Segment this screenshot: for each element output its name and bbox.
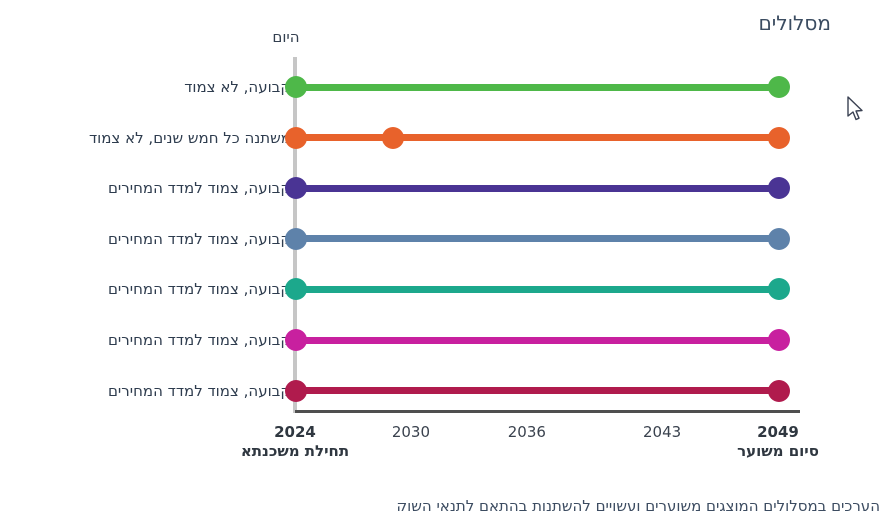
x-tick-label: 2030 [391, 423, 430, 441]
track-marker [285, 177, 307, 200]
x-tick-label: 2024 [274, 423, 316, 441]
track-marker [285, 227, 307, 250]
track-marker [768, 278, 790, 301]
track-label: קבועה, לא צמוד [184, 78, 291, 96]
axis-end-caption: סיום משוער [737, 442, 819, 460]
track-marker [768, 329, 790, 351]
track-marker [768, 227, 790, 250]
track-line [295, 134, 778, 142]
footnote-text: הערכים במסלולים המוצגים משוערים ועשויים … [396, 497, 880, 511]
track-marker [285, 329, 307, 351]
today-label: היום [272, 28, 300, 46]
chart-title: מסלולים [758, 11, 832, 35]
track-label: קבועה, צמוד למדד המחירים [107, 331, 291, 349]
mouse-cursor [847, 96, 863, 121]
track-marker [768, 126, 790, 149]
track-line [295, 184, 778, 192]
axis-start-caption: תחילת משכנתא [240, 442, 350, 460]
track-line [295, 285, 778, 293]
track-label: קבועה, צמוד למדד המחירים [107, 381, 291, 400]
track-label: משתנה כל חמש שנים, לא צמוד [88, 128, 291, 147]
track-label: קבועה, צמוד למדד המחירים [107, 179, 291, 198]
track-line [295, 387, 778, 395]
x-tick-label: 2049 [757, 423, 799, 441]
track-marker [381, 126, 404, 149]
track-label: קבועה, צמוד למדד המחירים [107, 229, 291, 248]
x-tick-label: 2036 [507, 423, 546, 441]
track-marker [285, 278, 307, 301]
track-marker [285, 126, 307, 149]
x-tick-label: 2043 [642, 423, 682, 441]
track-line [295, 235, 778, 243]
track-marker [285, 379, 307, 402]
track-marker [768, 76, 790, 98]
track-line [295, 336, 778, 344]
track-marker [768, 177, 790, 200]
track-marker [768, 379, 790, 402]
track-line [295, 83, 778, 91]
track-marker [285, 76, 307, 98]
x-axis-line [295, 410, 800, 413]
track-label: קבועה, צמוד למדד המחירים [107, 280, 291, 299]
